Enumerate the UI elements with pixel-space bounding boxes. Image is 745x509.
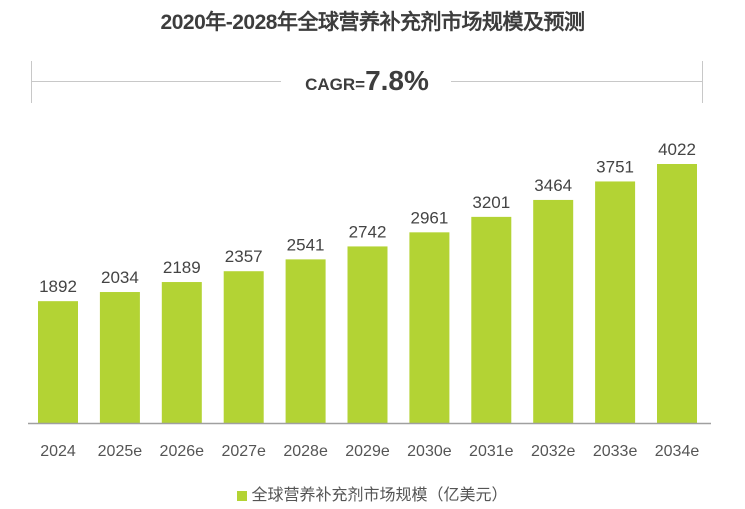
legend-swatch (237, 490, 248, 501)
x-tick-label: 2026e (160, 443, 205, 460)
bar (161, 282, 202, 423)
legend: 全球营养补充剂市场规模（亿美元） (0, 481, 745, 505)
data-label: 4022 (658, 140, 696, 159)
cagr-annotation: CAGR=7.8% (31, 61, 703, 103)
chart-title: 2020年-2028年全球营养补充剂市场规模及预测 (160, 11, 585, 34)
cagr-line-left (31, 81, 281, 82)
bar-chart: 1892 2024 2034 2025e 2189 2026e 2357 2027e 2541 2… (28, 140, 711, 460)
bar (409, 232, 450, 423)
bar (38, 301, 78, 423)
data-label: 2961 (410, 208, 448, 227)
bar (595, 181, 636, 423)
legend-label: 全球营养补充剂市场规模（亿美元 (251, 487, 492, 504)
data-label: 2742 (349, 222, 387, 241)
data-label: 2034 (101, 268, 139, 287)
x-tick-label: 2032e (531, 443, 576, 460)
cagr-bracket-right (702, 61, 703, 103)
x-tick-label: 2034e (655, 443, 700, 460)
data-label: 2541 (287, 235, 325, 254)
cagr-value: 7.8% (365, 65, 429, 96)
x-tick-label: 2028e (283, 443, 328, 460)
cagr-label: CAGR= (305, 75, 366, 94)
x-tick-label: 2025e (98, 443, 143, 460)
bar (347, 246, 388, 423)
data-label: 2357 (225, 247, 263, 266)
x-tick-label: 2033e (593, 443, 638, 460)
data-label: 3464 (534, 176, 572, 195)
bar (471, 216, 512, 423)
cagr-bracket-left (31, 61, 32, 103)
bar (285, 259, 326, 423)
data-label: 3201 (472, 193, 510, 212)
x-tick-label: 2027e (221, 443, 266, 460)
cagr-line-right (451, 81, 703, 82)
bar (99, 292, 140, 423)
data-label: 1892 (39, 277, 77, 296)
bar (223, 271, 264, 423)
data-label: 2189 (163, 258, 201, 277)
bar (657, 164, 697, 423)
x-tick-label: 2024 (40, 443, 76, 460)
x-tick-label: 2030e (407, 443, 452, 460)
bar (533, 199, 574, 423)
x-tick-label: 2031e (469, 443, 514, 460)
data-label: 3751 (596, 157, 634, 176)
x-tick-label: 2029e (345, 443, 390, 460)
